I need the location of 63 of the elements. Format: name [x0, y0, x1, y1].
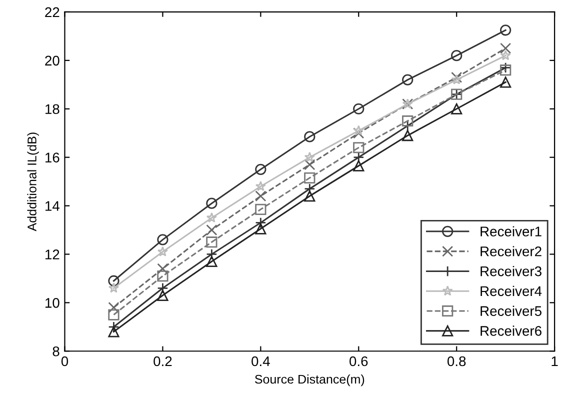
point: [206, 224, 218, 236]
point: [255, 204, 266, 215]
y-axis-title: Addditional IL(dB): [27, 132, 39, 232]
legend-label: Receiver5: [480, 306, 542, 316]
point: [500, 42, 512, 54]
point: [157, 234, 168, 246]
point: [500, 76, 512, 88]
point: [304, 190, 316, 202]
point: [304, 131, 316, 142]
point: [157, 263, 168, 274]
x-tick-label: 0.6: [350, 356, 368, 366]
point: [157, 270, 168, 282]
point: [108, 326, 120, 338]
point: [157, 246, 168, 256]
legend-label: Receiver3: [480, 266, 542, 276]
point: [500, 64, 512, 76]
point: [206, 256, 218, 268]
point: [451, 103, 462, 114]
point: [255, 180, 266, 192]
legend-label: Receiver1: [480, 226, 542, 236]
point: [108, 282, 120, 293]
y-tick-label: 12: [45, 250, 60, 260]
point: [108, 309, 120, 320]
point: [304, 152, 315, 162]
y-tick-label: 18: [45, 104, 60, 114]
point: [304, 172, 316, 184]
legend-label: Receiver2: [480, 246, 542, 256]
y-tick-label: 8: [52, 346, 60, 356]
x-tick-label: 0.8: [447, 356, 466, 366]
point: [206, 212, 218, 223]
point: [353, 142, 364, 154]
point: [402, 115, 414, 127]
point: [255, 190, 266, 202]
point: [402, 74, 414, 86]
x-tick-label: 0: [61, 356, 68, 366]
point: [500, 50, 511, 60]
y-tick-label: 10: [45, 298, 60, 308]
point: [255, 164, 266, 175]
point: [451, 50, 462, 62]
y-tick-label: 14: [45, 201, 60, 211]
point: [353, 160, 364, 172]
x-tick-label: 0.4: [252, 356, 270, 366]
point: [108, 302, 120, 314]
point: [255, 223, 266, 234]
point: [157, 290, 168, 301]
point: [108, 275, 120, 286]
y-tick-label: 20: [45, 56, 60, 66]
x-axis-title: Source Distance(m): [254, 374, 364, 386]
point: [304, 159, 316, 170]
point: [451, 72, 462, 83]
point: [353, 103, 364, 114]
point: [500, 24, 512, 36]
x-tick-label: 1: [552, 356, 558, 366]
x-tick-label: 0.2: [154, 356, 172, 366]
point: [206, 198, 218, 209]
legend-label: Receiver4: [480, 286, 542, 296]
point: [451, 74, 462, 84]
legend-label: Receiver6: [480, 326, 542, 336]
point: [353, 125, 364, 136]
point: [206, 236, 218, 248]
y-tick-label: 16: [45, 152, 60, 162]
y-tick-label: 22: [45, 7, 60, 18]
point: [402, 130, 414, 142]
